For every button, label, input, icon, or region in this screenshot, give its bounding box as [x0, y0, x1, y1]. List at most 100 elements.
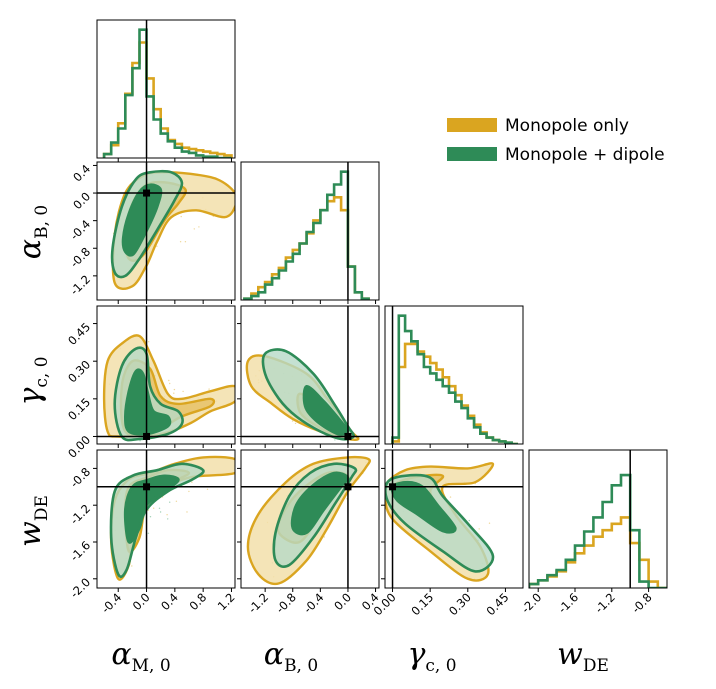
y-tick-label-2: 0.30 [65, 357, 93, 385]
xlabel-w-DE: wDE [557, 637, 609, 676]
fiducial-marker [344, 432, 352, 440]
sample-point [323, 536, 325, 538]
sample-point [291, 420, 294, 422]
sample-point [182, 390, 184, 393]
sample-point [449, 496, 452, 498]
panel-frame [96, 449, 236, 589]
x-tick-label-3: -1.6 [555, 590, 581, 616]
panel-frame-2 [384, 305, 524, 445]
x-tick-label-0: -0.4 [99, 590, 125, 616]
contour-dipole-inner [121, 183, 163, 257]
x-tick-label-3: -2.0 [519, 590, 545, 616]
y-tick-label-1: 0.4 [70, 162, 93, 185]
panel-frame [96, 305, 236, 445]
x-tick-label-0: 0.4 [158, 590, 181, 613]
sample-point [208, 388, 210, 390]
histogram-dipole-2 [391, 314, 518, 444]
panel-frame [384, 449, 524, 589]
sample-point [193, 228, 195, 230]
fiducial-marker [143, 189, 151, 197]
histogram-dipole-3 [529, 473, 667, 588]
y-tick-label-1: -1.2 [67, 272, 93, 298]
fiducial-marker [389, 483, 397, 491]
panel-frame-3 [528, 449, 668, 589]
x-tick-label-3: -1.2 [592, 590, 618, 616]
sample-point [488, 522, 491, 524]
ylabel-alpha-B: αB, 0 [13, 205, 52, 259]
sample-point [148, 341, 150, 343]
y-tick-label-3: -0.8 [67, 465, 93, 491]
sample-point [191, 481, 193, 483]
panels: -0.4 0.0 0.4 0.8 1.2 -1.2-1.2-0.8-0.8-0.4-0.4… [65, 19, 668, 618]
sample-point [168, 379, 170, 382]
sample-point [334, 439, 336, 441]
x-tick-label-0: 0.0 [130, 590, 153, 613]
legend-label-mono: Monopole only [505, 116, 629, 136]
panel-frame [240, 305, 380, 445]
x-tick-label-1: -1.2 [245, 590, 271, 616]
panel-frame [96, 161, 236, 301]
fiducial-marker [143, 432, 151, 440]
sample-point [468, 519, 470, 522]
legend-label-dipole: Monopole + dipole [505, 145, 665, 165]
y-tick-label-2: 0.00 [65, 433, 93, 461]
legend: Monopole only Monopole + dipole [447, 116, 665, 165]
sample-point [139, 440, 141, 442]
histogram-dipole-0 [102, 28, 232, 158]
x-tick-label-2: 0.15 [408, 590, 436, 618]
sample-point [149, 516, 152, 518]
x-tick-label-0: 0.8 [186, 590, 209, 613]
contour-panel-2-3 [384, 449, 524, 589]
y-tick-label-2: 0.15 [65, 395, 93, 423]
marginal-panel-1 [240, 161, 380, 301]
legend-swatch-mono [447, 118, 497, 132]
ylabel-w-DE: wDE [13, 495, 52, 547]
fiducial-marker [344, 483, 352, 491]
sample-point [175, 500, 178, 502]
y-tick-label-2: 0.45 [65, 320, 93, 348]
y-tick-label-1: 0.0 [70, 189, 93, 212]
sample-point [159, 511, 162, 513]
sample-point [186, 511, 188, 513]
histogram-dipole-1 [243, 170, 370, 300]
x-tick-label-2: 0.30 [446, 590, 474, 618]
panel-frame [240, 449, 380, 589]
xlabel-alpha-M: αM, 0 [111, 637, 170, 676]
x-tick-label-3: -0.8 [629, 590, 655, 616]
sample-point [173, 392, 175, 394]
contour-panel-1-3 [240, 449, 380, 589]
sample-point [166, 514, 168, 516]
y-tick-label-3: -1.6 [67, 538, 93, 564]
y-tick-label-3: -1.2 [67, 501, 93, 527]
sample-point [478, 528, 480, 530]
contour-panel-0-2 [96, 305, 236, 445]
sample-point [153, 507, 155, 509]
ylabel-gamma-c: γc, 0 [13, 356, 52, 405]
sample-point [180, 215, 182, 218]
sample-point [147, 532, 150, 534]
contour-dipole-inner [123, 368, 172, 436]
xlabel-gamma-c: γc, 0 [407, 637, 456, 676]
sample-point [173, 388, 176, 391]
sample-point [198, 226, 200, 228]
y-tick-label-3: -2.0 [67, 575, 93, 601]
sample-point [158, 507, 161, 509]
contour-dipole-inner [123, 474, 180, 544]
sample-point [169, 501, 171, 503]
marginal-panel-0 [96, 19, 236, 159]
contour-panel-0-3 [96, 449, 236, 589]
histogram-mono-1 [243, 196, 370, 300]
x-tick-label-1: -0.8 [273, 590, 299, 616]
marginal-panel-3 [528, 449, 668, 589]
marginal-panel-2 [384, 305, 524, 445]
contour-dipole-inner [390, 480, 457, 534]
x-tick-label-2: 0.45 [484, 590, 512, 618]
sample-point [294, 422, 297, 425]
contour-panel-0-1 [96, 161, 236, 301]
sample-point [188, 490, 190, 493]
sample-point [179, 241, 182, 243]
sample-point [167, 518, 169, 520]
sample-point [156, 245, 158, 247]
x-tick-label-0: 1.2 [215, 590, 238, 613]
